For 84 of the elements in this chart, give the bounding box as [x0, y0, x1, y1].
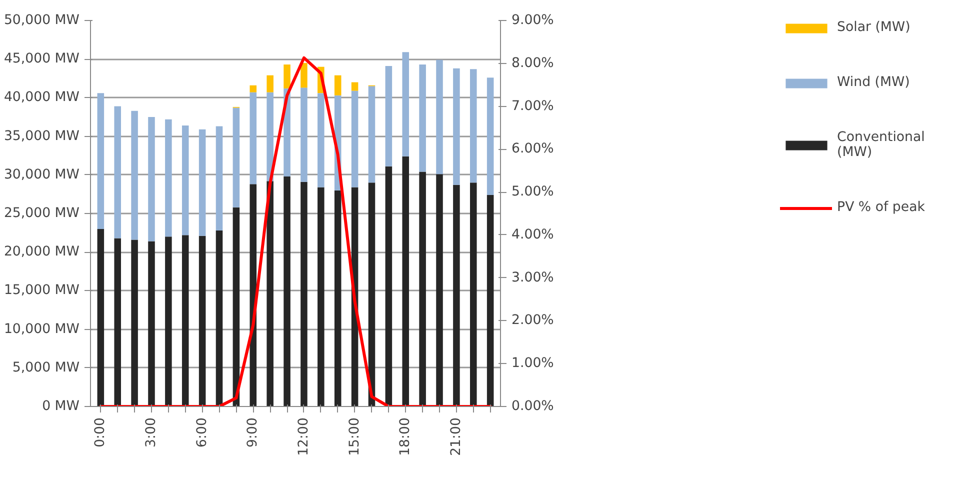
- bar: [232, 108, 240, 208]
- legend-label: Wind (MW): [837, 75, 910, 90]
- bar: [453, 184, 460, 406]
- bar: [385, 166, 392, 406]
- x-tick-label: 21:00: [448, 417, 464, 456]
- y2-tick-label: 5.00%: [512, 184, 554, 200]
- y-tick-label: 0 MW: [42, 399, 80, 414]
- bar: [453, 68, 460, 185]
- bar: [368, 182, 376, 406]
- bar: [402, 52, 410, 156]
- y-tick-label: 40,000 MW: [4, 90, 80, 106]
- bar: [470, 69, 477, 183]
- y-tick-label: 20,000 MW: [4, 244, 80, 260]
- y-tick-label: 25,000 MW: [4, 206, 80, 221]
- bar: [334, 75, 342, 96]
- y-tick-label: 10,000 MW: [4, 322, 80, 337]
- legend-label: Solar (MW): [837, 20, 910, 35]
- bar: [470, 182, 477, 406]
- bar: [250, 92, 257, 184]
- y-tick-label: 15,000 MW: [4, 283, 80, 298]
- y-tick-label: 5,000 MW: [12, 360, 80, 376]
- y2-tick-label: 9.00%: [512, 13, 554, 28]
- y2-tick-label: 8.00%: [512, 56, 554, 71]
- y-tick-label: 30,000 MW: [4, 167, 80, 182]
- x-tick-label: 15:00: [347, 417, 362, 456]
- bar: [385, 66, 392, 166]
- bar: [250, 85, 257, 92]
- bar: [284, 64, 290, 88]
- y2-tick-label: 1.00%: [512, 356, 554, 372]
- y-tick-label: 45,000 MW: [4, 52, 80, 67]
- legend-label: Conventional (MW): [837, 130, 925, 160]
- bar: [182, 125, 189, 236]
- bar: [165, 236, 172, 406]
- legend-label: PV % of peak: [837, 200, 925, 215]
- x-tick-label: 0:00: [93, 417, 108, 448]
- y2-tick-label: 2.00%: [512, 313, 554, 328]
- bar: [368, 86, 376, 183]
- bar: [284, 176, 290, 406]
- bar: [266, 92, 274, 182]
- bar: [97, 228, 104, 406]
- bar: [148, 241, 155, 406]
- bar: [266, 181, 274, 406]
- bar: [198, 129, 206, 236]
- bar: [97, 93, 104, 229]
- bar: [419, 64, 426, 172]
- y2-tick-label: 7.00%: [512, 98, 554, 114]
- bar: [436, 60, 443, 174]
- bar: [351, 90, 358, 188]
- bar: [216, 230, 223, 406]
- y2-tick-label: 6.00%: [512, 142, 554, 157]
- x-tick-label: 3:00: [144, 417, 159, 448]
- bar: [486, 194, 494, 406]
- x-tick-label: 18:00: [398, 417, 414, 456]
- line-series: [99, 56, 492, 406]
- bar: [351, 82, 358, 91]
- y-tick-label: 35,000 MW: [4, 128, 80, 144]
- bar: [486, 78, 494, 195]
- y2-tick-label: 4.00%: [512, 227, 554, 242]
- bar: [419, 172, 426, 406]
- bar: [318, 93, 324, 188]
- bar: [114, 106, 121, 238]
- x-tick-label: 9:00: [246, 417, 261, 448]
- bar: [182, 235, 189, 406]
- bar: [266, 75, 274, 92]
- bar: [131, 240, 138, 406]
- bar: [131, 110, 138, 240]
- bar: [300, 88, 308, 182]
- bar: [232, 207, 240, 406]
- y2-tick-label: 3.00%: [512, 270, 554, 286]
- bar: [436, 174, 443, 406]
- bar: [165, 119, 172, 237]
- bar: [402, 156, 410, 406]
- y-tick-label: 50,000 MW: [4, 13, 80, 28]
- bar: [148, 117, 155, 242]
- bar: [318, 187, 324, 406]
- x-tick-label: 12:00: [296, 417, 312, 456]
- bar: [334, 190, 342, 406]
- bar: [216, 126, 223, 230]
- bar: [114, 238, 121, 406]
- x-tick-label: 6:00: [194, 417, 210, 448]
- bar: [300, 62, 308, 88]
- y2-tick-label: 0.00%: [512, 399, 554, 414]
- bar: [300, 182, 308, 406]
- bar: [198, 236, 206, 406]
